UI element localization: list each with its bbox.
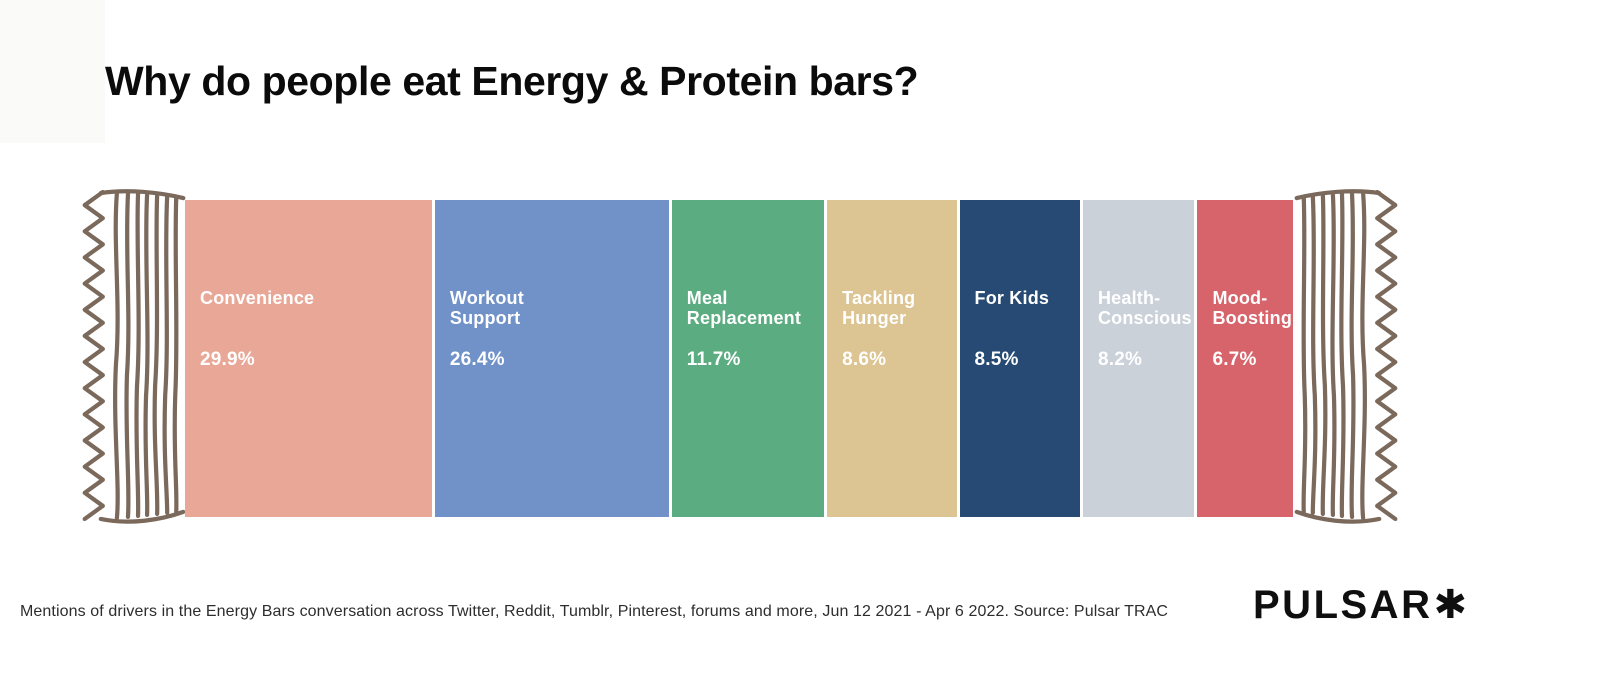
wrapper-bottom-line [1294, 509, 1382, 524]
wrapper-crinkle-line [162, 193, 170, 516]
energy-bar-stacked-chart: Convenience 29.9% Workout Support 26.4% … [185, 200, 1293, 517]
segment-label: Workout Support [449, 288, 524, 328]
bar-segment-mood-boosting: Mood- Boosting 6.7% [1197, 200, 1293, 517]
source-caption: Mentions of drivers in the Energy Bars c… [20, 603, 1169, 620]
wrapper-crinkle-line [1360, 190, 1367, 521]
wrapper-top-line [1294, 189, 1382, 201]
pulsar-logo: PULSAR✱ [1253, 582, 1467, 628]
wrapper-zigzag-edge [1375, 189, 1398, 522]
wrapper-top-line [98, 189, 186, 201]
segment-label: Tackling Hunger [842, 288, 916, 328]
wrapper-crinkle-line [152, 192, 160, 517]
wrapper-crinkle-line [113, 190, 120, 521]
bar-segment-health-conscious: Health- Conscious 8.2% [1082, 200, 1195, 517]
bar-segment-tackling-hunger: Tackling Hunger 8.6% [827, 200, 957, 517]
segment-label: Mood- Boosting [1212, 288, 1293, 328]
segment-value: 29.9% [200, 349, 255, 370]
segment-label: For Kids [974, 288, 1050, 308]
segment-label: Convenience [200, 288, 315, 308]
wrapper-crinkle-line [1339, 191, 1346, 519]
bar-segment-workout-support: Workout Support 26.4% [434, 200, 669, 517]
segment-value: 11.7% [686, 349, 741, 370]
wrapper-zigzag-edge [82, 189, 105, 522]
segment-value: 6.7% [1212, 349, 1257, 370]
wrapper-crinkle-line [1320, 192, 1328, 517]
bar-segment-meal-replacement: Meal Replacement 11.7% [671, 200, 825, 517]
asterisk-icon: ✱ [1433, 583, 1467, 627]
wrapper-crinkle-line [134, 191, 141, 519]
segment-label: Meal Replacement [686, 288, 802, 328]
wrapper-crinkle-line [1310, 193, 1318, 516]
segment-value: 8.2% [1097, 349, 1143, 370]
bar-segment-for-kids: For Kids 8.5% [959, 200, 1080, 517]
segment-value: 8.5% [974, 349, 1019, 370]
corner-accent-panel [0, 0, 105, 143]
wrapper-crinkle-line [143, 192, 150, 518]
wrapper-crinkle-line [1301, 194, 1308, 515]
wrapper-bottom-line [98, 509, 186, 524]
wrapper-crinkle-line [172, 194, 179, 515]
page-title: Why do people eat Energy & Protein bars? [105, 58, 919, 104]
bar-wrapper-left-illustration [82, 189, 186, 524]
segment-value: 8.6% [842, 349, 887, 370]
segment-value: 26.4% [449, 349, 505, 370]
wrapper-crinkle-line [1349, 191, 1356, 520]
bar-wrapper-right-illustration [1294, 189, 1398, 524]
pulsar-logo-text: PULSAR [1253, 583, 1433, 627]
wrapper-crinkle-line [1330, 192, 1337, 518]
segment-label: Health- Conscious [1097, 288, 1192, 328]
bar-segment-convenience: Convenience 29.9% [185, 200, 432, 517]
wrapper-crinkle-line [124, 191, 131, 520]
